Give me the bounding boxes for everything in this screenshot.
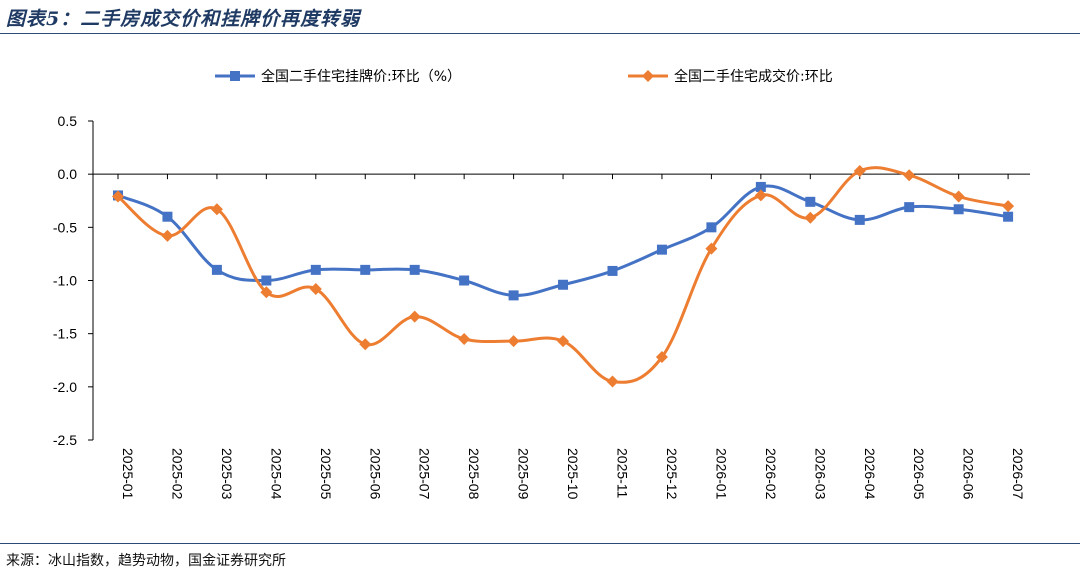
source-note: 来源：冰山指数，趋势动物，国金证券研究所 [6,553,286,569]
x-tick-label: 2026-05 [911,448,927,500]
y-tick-label: -2.0 [53,379,77,395]
series-0-point-7 [459,275,470,286]
series-1-point-16 [903,169,916,182]
x-tick-label: 2025-02 [169,448,185,500]
series-1-point-4 [309,283,322,296]
series-1-point-1 [161,229,174,242]
series-1-point-6 [408,310,421,323]
series-1-point-10 [606,375,619,388]
series-1-point-legend [642,70,654,82]
series-1-point-15 [853,164,866,177]
series-0-point-11 [656,244,667,255]
x-tick-label: 2025-07 [417,448,433,500]
x-tick-label: 2025-01 [120,448,136,500]
x-tick-label: 2025-03 [219,448,235,500]
bottom-divider [0,543,1080,544]
series-1-point-14 [804,211,817,224]
x-tick-label: 2026-07 [1010,448,1026,500]
top-divider [0,33,1080,34]
series-0-point-2 [211,264,222,275]
series-0-point-15 [854,214,865,225]
y-tick-label: -1.0 [53,273,77,289]
x-tick-label: 2025-04 [268,448,284,500]
line-chart: 0.5 0.0 -0.5 -1.0 -1.5 -2.0 -2.5 2025-01 2025-02… [53,68,1030,500]
series-0-point-18 [1003,211,1014,222]
series-1-point-12 [705,242,718,255]
series-0-point-legend [230,71,240,81]
series-0-point-5 [360,264,371,275]
x-tick-label: 2025-11 [615,448,631,499]
series-1-point-0 [112,190,124,203]
series-0-point-8 [508,290,519,301]
x-tick-label: 2025-09 [516,448,532,500]
y-tick-label: -0.5 [53,219,77,235]
series-1-point-18 [1002,200,1015,213]
x-tick-label: 2026-06 [961,448,977,500]
series-0-point-12 [706,222,717,233]
series-1-point-8 [507,335,520,348]
x-tick-label: 2025-06 [367,448,383,500]
x-tick-label: 2026-01 [713,448,729,500]
series-0-point-9 [558,279,569,290]
series-0-point-16 [904,202,915,213]
y-tick-label: 0.5 [58,113,78,129]
series-0-line [117,184,1009,297]
x-tick-label: 2026-02 [763,448,779,500]
series-1-point-17 [952,190,965,203]
series-1-point-11 [655,351,668,364]
legend-0-label: 全国二手住宅挂牌价:环比（%） [261,68,461,85]
series-0-point-4 [310,264,321,275]
series-0-point-3 [261,275,272,286]
series-1-point-7 [458,332,471,345]
y-tick-label: -1.5 [53,326,77,342]
chart-title: 图表5：二手房成交价和挂牌价再度转弱 [6,8,361,30]
legend-1-label: 全国二手住宅成交价:环比 [674,68,833,85]
series-0-point-6 [409,264,420,275]
series-1-line [117,166,1009,384]
x-tick-label: 2025-08 [466,448,482,500]
series-1-point-13 [754,189,767,202]
series-1-point-5 [359,338,372,351]
series-1-point-9 [557,335,570,348]
x-tick-label: 2025-12 [664,448,680,500]
series-0-point-14 [805,196,816,207]
series-0-point-1 [162,211,173,222]
x-tick-label: 2025-10 [565,448,581,500]
x-tick-label: 2026-03 [812,448,828,500]
series-1-point-3 [260,286,273,299]
series-1-point-2 [210,203,223,216]
series-0-point-13 [755,181,766,192]
y-tick-label: 0.0 [58,166,78,182]
series-0-point-10 [607,265,618,276]
y-tick-label: -2.5 [53,432,77,448]
x-tick-label: 2026-04 [862,448,878,500]
x-tick-label: 2025-05 [318,448,334,500]
series-0-point-17 [953,204,964,215]
